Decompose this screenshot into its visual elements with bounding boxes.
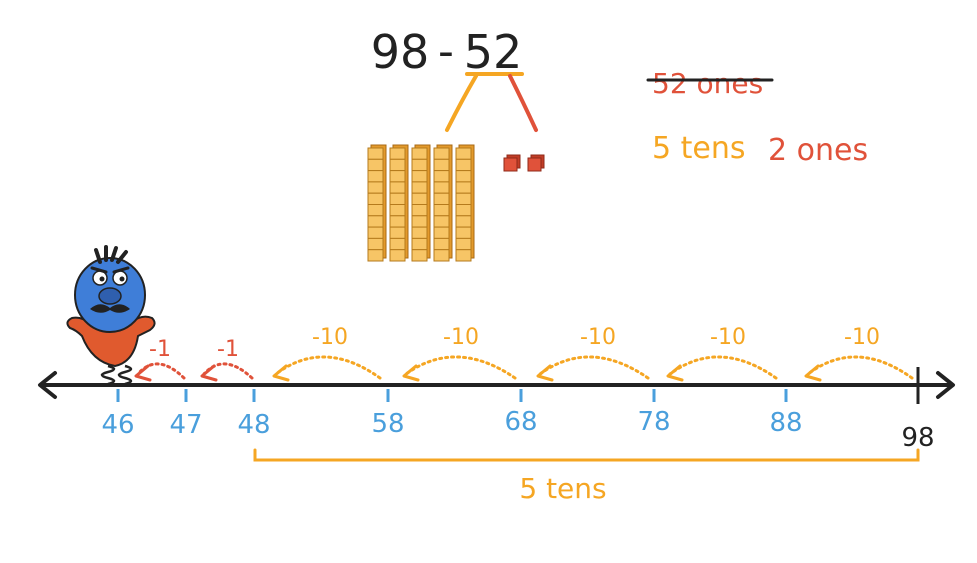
jump-arrowhead bbox=[536, 364, 554, 382]
number-line-label: 47 bbox=[169, 410, 202, 440]
number-line-label: 88 bbox=[769, 408, 802, 438]
character-mustache bbox=[90, 304, 130, 313]
jump-arc: -1 bbox=[134, 337, 186, 382]
tens-bracket-line bbox=[253, 448, 920, 462]
tens-rod bbox=[411, 144, 431, 262]
character-eyebrows bbox=[90, 266, 130, 274]
jump-arc-path bbox=[668, 355, 778, 380]
number-line-label: 48 bbox=[237, 410, 270, 440]
equation-second-number: 52 bbox=[464, 25, 523, 79]
jump-arrowhead bbox=[402, 364, 420, 382]
jump-arc: -1 bbox=[200, 337, 254, 382]
character-shirt bbox=[66, 315, 156, 368]
jump-arcs: -10 -10 -10 -10 -10 -1 -1 bbox=[134, 325, 914, 382]
character-left-pupil bbox=[99, 276, 105, 282]
jump-label: -1 bbox=[149, 337, 171, 362]
jump-arc-path bbox=[404, 355, 517, 380]
jump-arc: -10 bbox=[666, 325, 778, 382]
jump-arc: -10 bbox=[402, 325, 517, 382]
struck-ones-note: 52 ones bbox=[652, 67, 763, 100]
ones-cubes bbox=[503, 154, 545, 172]
tens-bracket-label: 5 tens bbox=[519, 472, 606, 505]
tens-rods bbox=[367, 144, 475, 262]
jump-arc-path bbox=[538, 355, 650, 380]
jump-label: -10 bbox=[312, 325, 348, 350]
number-line-label: 58 bbox=[371, 409, 404, 439]
jump-label: -10 bbox=[710, 325, 746, 350]
number-line-labels: 46 47 48 58 68 78 88 98 bbox=[101, 407, 934, 453]
ones-cube bbox=[503, 154, 521, 172]
jump-arc-path bbox=[136, 362, 186, 380]
jump-arrowhead bbox=[200, 364, 218, 382]
jump-label: -1 bbox=[217, 337, 239, 362]
jump-arrowhead bbox=[134, 364, 152, 382]
number-line bbox=[38, 367, 955, 404]
jump-arrowhead bbox=[804, 364, 822, 382]
jump-label: -10 bbox=[844, 325, 880, 350]
number-line-label: 46 bbox=[101, 410, 134, 440]
number-line-label: 98 bbox=[901, 423, 934, 453]
character-nose bbox=[98, 287, 122, 305]
jump-arc-path bbox=[202, 362, 254, 380]
right-arrowhead bbox=[936, 371, 955, 399]
tens-rod bbox=[389, 144, 409, 262]
ones-note: 2 ones bbox=[768, 133, 868, 168]
character-spring bbox=[100, 364, 133, 386]
jump-arrowhead bbox=[666, 364, 684, 382]
character bbox=[66, 245, 156, 386]
number-line-label: 68 bbox=[504, 407, 537, 437]
tens-rod bbox=[433, 144, 453, 262]
character-right-pupil bbox=[119, 276, 125, 282]
number-line-ticks bbox=[116, 389, 788, 402]
equation-minus-sign: - bbox=[438, 26, 454, 77]
ones-cube bbox=[527, 154, 545, 172]
notes: 52 ones 5 tens 2 ones bbox=[646, 67, 868, 168]
equation-first-number: 98 bbox=[371, 25, 430, 79]
jump-label: -10 bbox=[443, 325, 479, 350]
jump-arc-path bbox=[806, 355, 914, 380]
ones-split-line bbox=[508, 74, 538, 132]
jump-arrowhead bbox=[272, 364, 290, 382]
jump-label: -10 bbox=[580, 325, 616, 350]
equation: 98 - 52 bbox=[371, 25, 538, 132]
character-hair bbox=[94, 245, 128, 264]
jump-arc: -10 bbox=[536, 325, 650, 382]
number-line-label: 78 bbox=[637, 407, 670, 437]
jump-arc: -10 bbox=[272, 325, 382, 382]
tens-rod bbox=[455, 144, 475, 262]
tens-rod bbox=[367, 144, 387, 262]
jump-arc: -10 bbox=[804, 325, 914, 382]
left-arrowhead bbox=[38, 371, 57, 399]
tens-note: 5 tens bbox=[652, 131, 746, 166]
jump-arc-path bbox=[274, 355, 382, 380]
tens-split-line bbox=[445, 74, 478, 132]
tens-bracket: 5 tens bbox=[253, 448, 920, 505]
